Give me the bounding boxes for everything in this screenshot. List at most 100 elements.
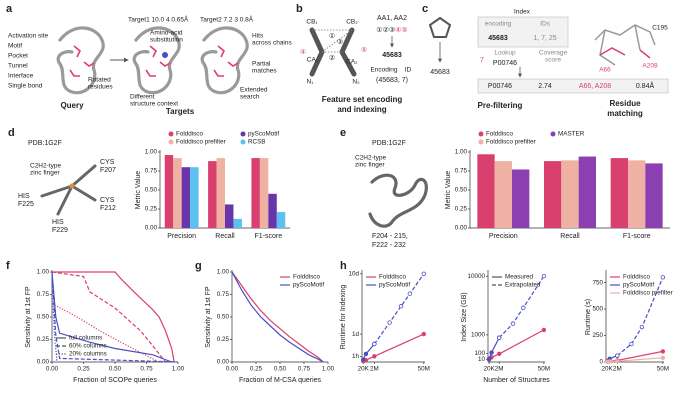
bar xyxy=(259,158,269,228)
point xyxy=(387,320,392,325)
column-header: encoding xyxy=(485,21,512,28)
pdb-id: PDB:1G2F xyxy=(28,140,62,147)
index-key: 45683 xyxy=(488,35,508,42)
legend-label: pyScoMotif xyxy=(293,282,324,289)
y-axis-label: Index Size (GB) xyxy=(461,292,468,341)
point xyxy=(407,291,413,296)
residue-label: F212 xyxy=(100,205,116,212)
x-tick-label: 0.75 xyxy=(298,366,311,373)
bar xyxy=(173,158,182,228)
id-label: ID xyxy=(405,67,412,74)
residue-label: HIS xyxy=(52,219,64,226)
bar xyxy=(578,156,596,228)
feature-tuple: ①②③④⑤ xyxy=(376,26,407,34)
line xyxy=(51,271,172,363)
x-tick-label: F1-score xyxy=(255,233,283,240)
y-tick-label: 500 xyxy=(592,306,603,313)
bar xyxy=(190,167,199,228)
point xyxy=(607,359,612,364)
x-tick-label: 50M xyxy=(418,366,430,373)
y-tick-label: 1h xyxy=(352,353,360,360)
line xyxy=(231,271,324,363)
y-tick-label: 100 xyxy=(474,350,485,357)
x-tick-label: 2M xyxy=(370,366,379,373)
residue-label: F229 xyxy=(52,227,68,234)
x-tick-label: Precision xyxy=(489,233,518,240)
legend-swatch xyxy=(478,139,484,145)
atom-label: N₂ xyxy=(352,79,360,86)
panel-b: b CB₁ CA₁ N₁ CB₂ CA₂ N₂ ① ② ③ ④ ⑤ AA1, A… xyxy=(296,3,412,114)
y-axis-label: Metric Value xyxy=(445,171,452,209)
point xyxy=(372,341,377,347)
point xyxy=(660,275,666,280)
result-cell: P00746 xyxy=(488,83,512,90)
panel-letter: f xyxy=(6,260,10,272)
line xyxy=(498,275,545,339)
legend-label: Folddisco prefilter xyxy=(623,290,673,297)
residue-label: F225 xyxy=(18,201,34,208)
bar xyxy=(276,212,286,228)
legend-label: MASTER xyxy=(558,131,585,138)
x-tick-label: 0.25 xyxy=(250,366,263,373)
panel-letter: d xyxy=(8,127,15,139)
motif-label: zinc finger xyxy=(30,170,60,177)
point xyxy=(496,351,502,357)
legend-label: pyScoMotif xyxy=(379,282,410,289)
x-tick-label: 0.50 xyxy=(274,366,287,373)
encoding-label: Encoding xyxy=(370,67,397,74)
point xyxy=(541,273,547,279)
pdb-id: PDB:1G2F xyxy=(372,140,406,147)
point xyxy=(361,357,366,362)
line xyxy=(488,329,545,361)
point xyxy=(496,335,502,340)
panel-a: a Activation site Motif Pocket Tunnel In… xyxy=(6,3,292,116)
x-tick-label: 1.00 xyxy=(172,366,185,373)
site-type: Activation site xyxy=(8,33,48,40)
note: across chains xyxy=(252,40,292,47)
x-tick-label: 1.00 xyxy=(322,366,335,373)
y-tick-label: 1.00 xyxy=(217,269,230,276)
x-axis-label: Number of Structures xyxy=(483,377,550,384)
bar xyxy=(610,158,628,228)
tuple-part: ①②③ xyxy=(376,26,395,34)
target-structure xyxy=(200,26,249,95)
y-tick-label: 0.25 xyxy=(217,336,230,343)
line xyxy=(362,333,425,362)
range-label: F204 - 215, xyxy=(372,233,408,240)
atom-label: CA₁ xyxy=(307,57,319,64)
y-tick-label: 1000 xyxy=(471,332,486,339)
ribbon xyxy=(368,173,428,228)
y-tick-label: 0.00 xyxy=(145,225,158,232)
index-table xyxy=(477,16,569,48)
x-tick-label: 0.25 xyxy=(77,366,90,373)
residue-sketch xyxy=(594,24,656,66)
caption: and indexing xyxy=(337,105,386,114)
legend-label: Folddisco xyxy=(379,274,406,281)
bar xyxy=(477,154,495,228)
feature-number: ④ xyxy=(300,48,306,56)
index-title: Index xyxy=(514,9,531,16)
y-tick-label: 0.00 xyxy=(455,225,468,232)
site-type: Single bond xyxy=(8,83,43,90)
point xyxy=(398,304,404,309)
legend-label: Extrapolated xyxy=(505,282,541,289)
x-tick-label: 0.00 xyxy=(46,366,59,373)
y-tick-label: 0.00 xyxy=(217,359,230,366)
point xyxy=(615,358,620,364)
legend-swatch xyxy=(168,139,174,145)
query-id: 45683 xyxy=(430,69,450,76)
legend-label: pyScoMotif xyxy=(623,282,654,289)
zinc-ion xyxy=(69,183,75,189)
feature-number: ② xyxy=(329,54,335,62)
x-tick-label: Precision xyxy=(167,233,196,240)
residue-label: A66 xyxy=(599,67,611,74)
feature-number: ① xyxy=(329,32,335,40)
y-tick-label: 10000 xyxy=(467,273,485,280)
bar xyxy=(208,161,217,228)
motif-label: zinc finger xyxy=(355,162,385,169)
legend-label: Folddisco prefilter xyxy=(486,139,536,146)
feature-number: ③ xyxy=(337,38,343,46)
residue-label: F207 xyxy=(100,167,116,174)
y-tick-label: 10 xyxy=(478,356,486,363)
